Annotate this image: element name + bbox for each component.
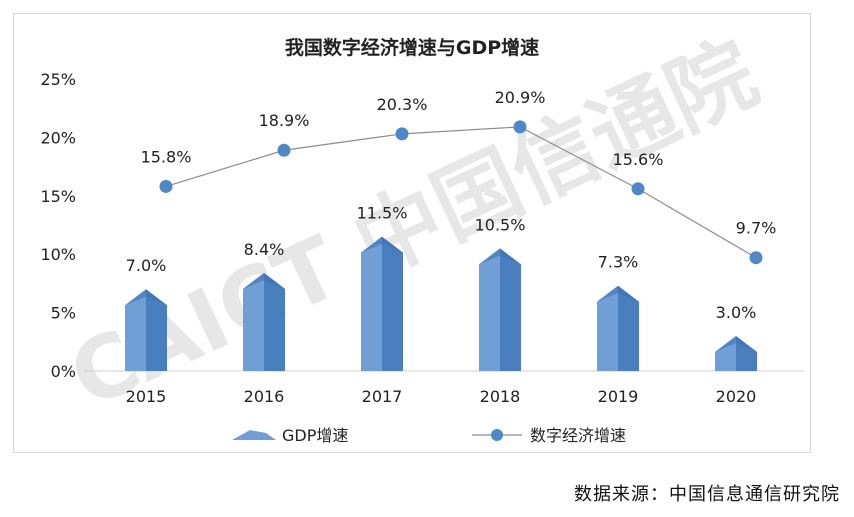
line-point: [159, 179, 173, 193]
axis-group: 0% 5% 10% 15% 20% 25% 2015 2016 2017 2018 2019 2020: [40, 70, 804, 406]
bar-face: [125, 289, 146, 371]
bar-value-label: 7.0%: [126, 256, 167, 275]
y-tick-label: 15%: [40, 187, 76, 206]
bar-value-label: 3.0%: [716, 303, 757, 322]
line-series: [159, 120, 763, 265]
bar-face: [243, 272, 264, 371]
line-point: [631, 182, 645, 196]
bar: [715, 335, 757, 371]
bar-value-label: 11.5%: [357, 204, 408, 223]
y-tick-label: 20%: [40, 128, 76, 147]
legend-bar-label: GDP增速: [282, 426, 348, 445]
line-point: [513, 120, 527, 134]
bar-top: [125, 289, 167, 306]
chart-title: 我国数字经济增速与GDP增速: [285, 36, 539, 59]
line-value-label: 15.6%: [613, 150, 664, 169]
y-tick-label: 10%: [40, 245, 76, 264]
source-note: 数据来源：中国信息通信研究院: [574, 484, 840, 505]
bar-value-label: 7.3%: [598, 253, 639, 272]
line-value-label: 20.3%: [377, 95, 428, 114]
legend-line-marker: [491, 429, 503, 441]
bar: [361, 236, 403, 371]
bar-face: [597, 285, 618, 371]
x-tick-label: 2020: [716, 387, 757, 406]
line-point: [277, 143, 291, 157]
legend: GDP增速 数字经济增速: [232, 426, 626, 445]
bar: [125, 289, 167, 371]
legend-bar-swatch: [232, 430, 276, 440]
bar-side: [264, 272, 285, 371]
bar-top: [597, 285, 639, 302]
bar-side: [146, 289, 167, 371]
y-tick-label: 25%: [40, 70, 76, 89]
line-value-label: 15.8%: [141, 147, 192, 166]
bar-top: [479, 248, 521, 265]
x-tick-label: 2015: [126, 387, 167, 406]
bar-side: [500, 248, 521, 371]
bar-side: [382, 236, 403, 371]
bar-side: [618, 285, 639, 371]
y-tick-label: 5%: [51, 304, 76, 323]
y-tick-label: 0%: [51, 362, 76, 381]
bar-face: [479, 248, 500, 371]
bar-top: [715, 335, 757, 352]
bar-value-label: 8.4%: [244, 240, 285, 259]
chart: CAICT 中国信通院 0%5%10%15%20%25%2015 2016 2017…: [40, 23, 804, 445]
x-tick-label: 2017: [362, 387, 403, 406]
x-tick-label: 2016: [244, 387, 285, 406]
legend-line-label: 数字经济增速: [530, 426, 626, 445]
bar: [243, 272, 285, 371]
data-labels: 7.0% 8.4% 11.5% 10.5% 7.3% 3.0% 15.8% 18.9% 20.3…: [126, 88, 777, 322]
bar-top: [243, 272, 285, 289]
chart-frame: CAICT 中国信通院 0% 5% 10% 15% 20% 25% 2015 2016 2017…: [13, 13, 811, 453]
line-path: [165, 126, 757, 259]
line-point: [395, 127, 409, 141]
bar-face: [361, 236, 382, 371]
x-tick-label: 2019: [598, 387, 639, 406]
bar: [597, 285, 639, 371]
bar: [479, 248, 521, 371]
line-value-label: 18.9%: [259, 111, 310, 130]
line-point: [749, 251, 763, 265]
bar-value-label: 10.5%: [475, 215, 526, 234]
x-tick-label: 2018: [480, 387, 521, 406]
bar-top: [361, 236, 403, 253]
bar-series: [125, 236, 757, 371]
line-value-label: 20.9%: [495, 88, 546, 107]
line-value-label: 9.7%: [736, 219, 777, 238]
